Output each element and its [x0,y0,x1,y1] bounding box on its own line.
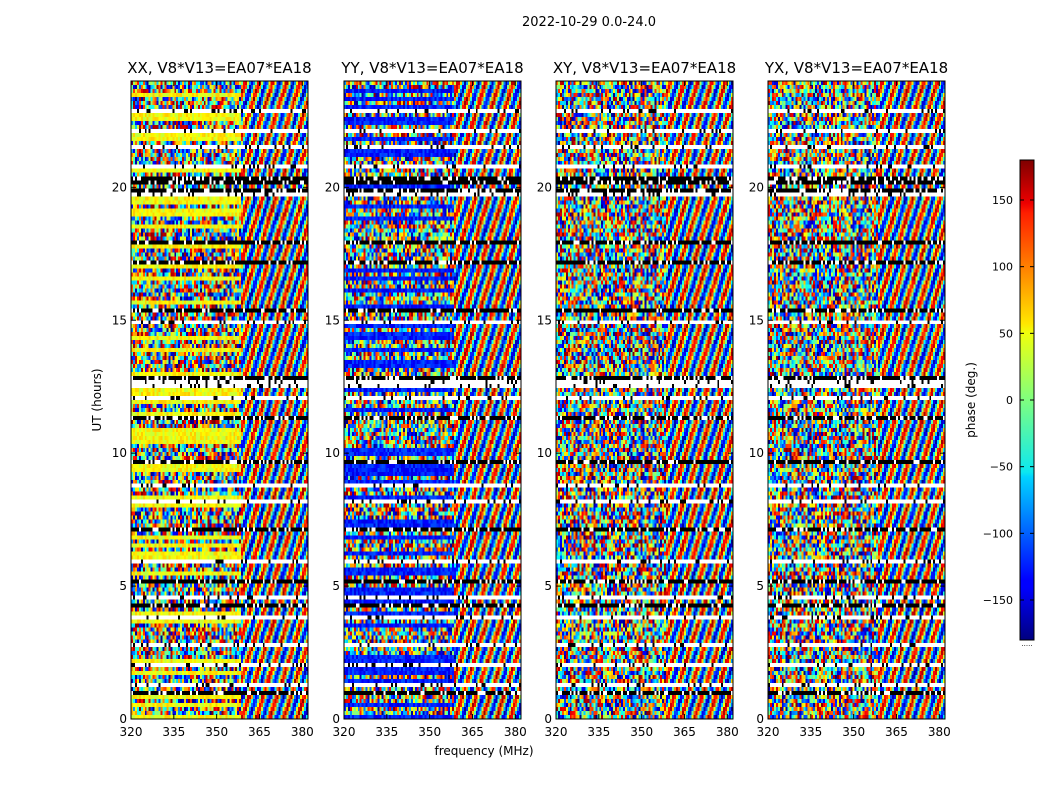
x-tick-label: 380 [291,725,314,739]
x-tick-label: 320 [333,725,356,739]
x-tick-label: 365 [673,725,696,739]
heatmap-xy [556,81,733,719]
y-tick-label: 0 [119,712,127,726]
colorbar-label: phase (deg.) [964,362,978,438]
y-tick-label: 10 [749,446,764,460]
y-tick-label: 5 [756,579,764,593]
x-tick-label: 350 [418,725,441,739]
x-tick-label: 335 [375,725,398,739]
x-tick-label: 380 [716,725,739,739]
heatmap-xx [131,81,308,719]
x-axis-label: frequency (MHz) [434,744,533,758]
x-tick-label: 350 [630,725,653,739]
y-tick-label: 20 [112,180,127,194]
panel-title: YX, V8*V13=EA07*EA18 [764,59,948,77]
x-tick-label: 320 [545,725,568,739]
colorbar-tick-label: 50 [999,327,1013,340]
x-tick-label: 320 [757,725,780,739]
x-tick-label: 320 [120,725,143,739]
y-tick-label: 15 [112,313,127,327]
x-tick-label: 380 [928,725,951,739]
y-tick-label: 0 [756,712,764,726]
x-tick-label: 335 [799,725,822,739]
x-tick-label: 335 [587,725,610,739]
y-tick-label: 20 [749,180,764,194]
x-tick-label: 335 [162,725,185,739]
y-tick-label: 15 [325,313,340,327]
colorbar-extend-marker: ····· [1021,642,1032,650]
y-tick-label: 10 [325,446,340,460]
panel-frame [130,80,309,720]
colorbar-tick-label: −50 [990,461,1013,474]
y-tick-label: 15 [537,313,552,327]
y-tick-label: 10 [112,446,127,460]
x-tick-label: 365 [461,725,484,739]
y-tick-label: 20 [537,180,552,194]
colorbar: 150 100 50 0 −50 −100 −150 phase (deg.) ····· [964,159,1035,650]
colorbar-tick-label: −150 [983,594,1013,607]
y-tick-label: 10 [537,446,552,460]
panel-yy: YY, V8*V13=EA07*EA18 320 335 350 365 380 0 5 10 1… [325,59,527,739]
colorbar-tick-label: 150 [992,194,1013,207]
panel-frame [767,80,946,720]
y-tick-label: 15 [749,313,764,327]
colorbar-tick-label: 100 [992,261,1013,274]
y-tick-label: 0 [544,712,552,726]
colorbar-tick-label: −100 [983,527,1013,540]
y-tick-label: 20 [325,180,340,194]
y-tick-label: 5 [544,579,552,593]
heatmap-yx [768,81,945,719]
x-tick-label: 365 [885,725,908,739]
x-tick-label: 350 [842,725,865,739]
x-tick-label: 350 [205,725,228,739]
y-axis-label: UT (hours) [90,368,104,431]
panel-title: XY, V8*V13=EA07*EA18 [553,59,736,77]
x-tick-label: 365 [248,725,271,739]
heatmap-yy [344,81,521,719]
y-tick-label: 0 [332,712,340,726]
panel-xy: XY, V8*V13=EA07*EA18 320 335 350 365 380 0 5 10 1… [537,59,739,739]
y-tick-label: 5 [332,579,340,593]
x-tick-label: 380 [504,725,527,739]
panels: XX, V8*V13=EA07*EA18 320 335 350 365 380 0 5 10 1… [112,59,951,739]
colorbar-ticks: 150 100 50 0 −50 −100 −150 [983,194,1034,607]
panel-title: YY, V8*V13=EA07*EA18 [340,59,523,77]
panel-xx: XX, V8*V13=EA07*EA18 320 335 350 365 380 0 5 10 1… [112,59,314,739]
figure-suptitle: 2022-10-29 0.0-24.0 [522,15,656,30]
y-tick-label: 5 [119,579,127,593]
panel-title: XX, V8*V13=EA07*EA18 [127,59,311,77]
panel-frame [343,80,522,720]
panel-frame [555,80,734,720]
colorbar-tick-label: 0 [1006,394,1013,407]
panel-yx: YX, V8*V13=EA07*EA18 320 335 350 365 380 0 5 10 1… [749,59,951,739]
